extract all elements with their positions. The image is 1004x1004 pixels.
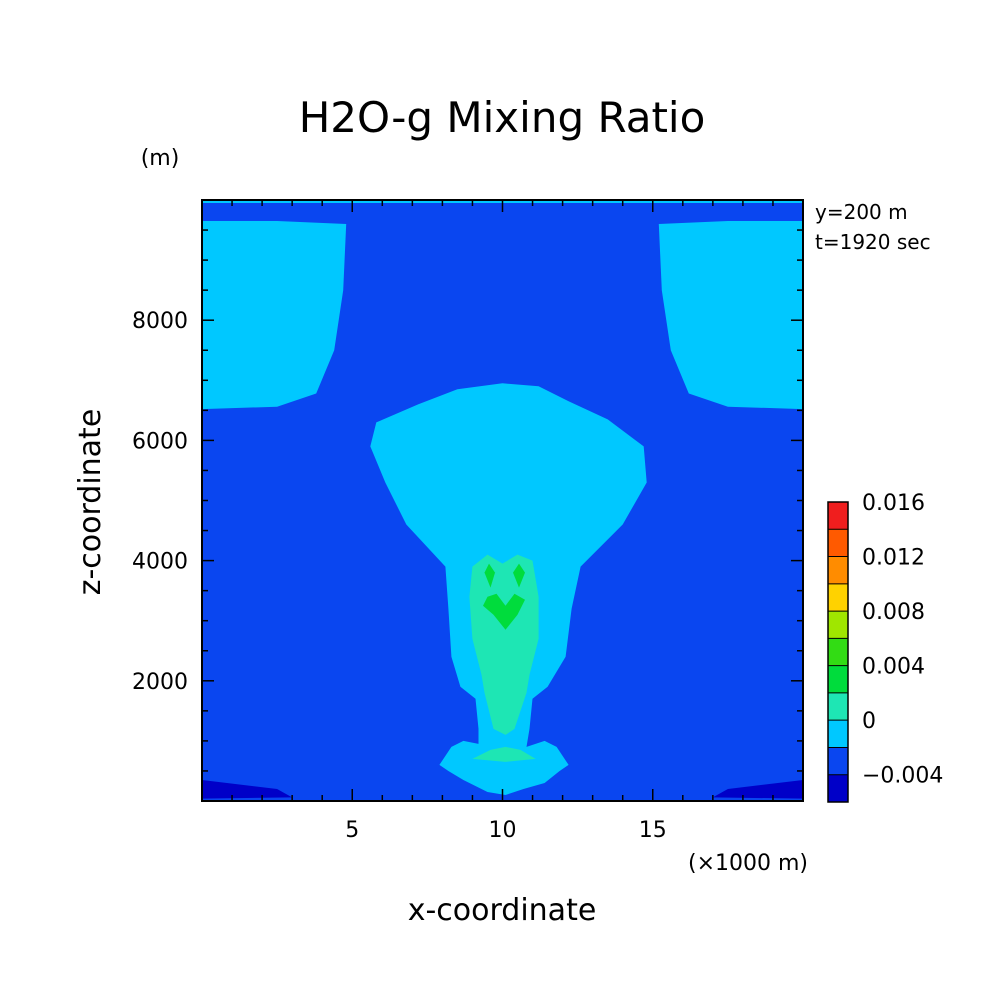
colorbar-label: 0 — [862, 709, 876, 734]
region-dry-bottom-right — [712, 780, 803, 799]
region-upper-left-moist — [202, 221, 347, 410]
region-wet-core-right — [513, 563, 525, 588]
annotation-t: t=1920 sec — [815, 230, 931, 254]
colorbar-bin — [828, 747, 848, 775]
region-plume-base-pocket — [472, 746, 536, 762]
x-axis-label: x-coordinate — [408, 893, 597, 928]
colorbar-frame — [827, 501, 849, 803]
colorbar-label: 0.008 — [862, 600, 925, 625]
colorbar-bin — [828, 638, 848, 666]
chart-title: H2O-g Mixing Ratio — [299, 93, 706, 142]
region-wet-core-left — [484, 563, 495, 588]
colorbar-bin — [828, 774, 848, 802]
y-axis-label: z-coordinate — [73, 409, 108, 596]
plot-frame — [201, 199, 804, 802]
colorbar-bin — [828, 502, 848, 530]
colorbar-label: 0.004 — [862, 655, 925, 680]
region-wet-core-center — [483, 593, 525, 630]
colorbar-bin — [828, 720, 848, 748]
x-tick-label: 15 — [639, 818, 667, 843]
y-tick-label: 6000 — [132, 429, 188, 454]
x-units-label: (×1000 m) — [688, 851, 808, 876]
annotation-y: y=200 m — [815, 200, 908, 224]
colorbar: 0.016 0.012 0.008 0.004 0 −0.004 — [827, 491, 943, 803]
tick-labels: 5 10 15 2000 4000 6000 8000 — [132, 309, 667, 843]
y-units-label: (m) — [141, 146, 180, 171]
x-tick-label: 5 — [345, 818, 359, 843]
contour-plot — [202, 200, 803, 801]
colorbar-bin — [828, 665, 848, 693]
colorbar-label: 0.016 — [862, 491, 925, 516]
colorbar-bin — [828, 692, 848, 721]
colorbar-bin — [828, 529, 848, 557]
region-upper-right-moist — [658, 221, 803, 410]
colorbar-label: 0.012 — [862, 546, 925, 571]
y-tick-label: 8000 — [132, 309, 188, 334]
colorbar-bin — [828, 583, 848, 612]
colorbar-bin — [828, 556, 848, 584]
region-dry-bottom-left — [202, 780, 293, 799]
colorbar-bin — [828, 611, 848, 639]
y-tick-label: 2000 — [132, 670, 188, 695]
y-tick-label: 4000 — [132, 550, 188, 575]
colorbar-label: −0.004 — [862, 764, 943, 789]
x-tick-label: 10 — [489, 818, 517, 843]
